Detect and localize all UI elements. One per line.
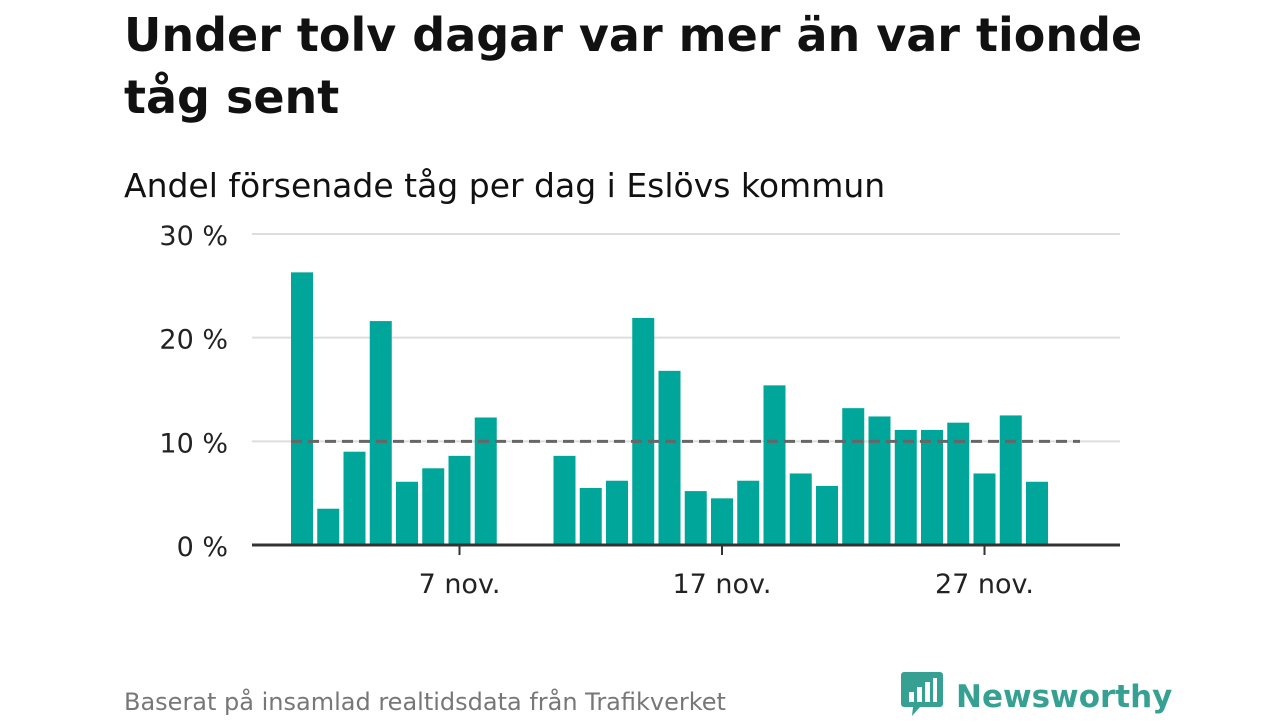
bar xyxy=(291,272,313,545)
bar xyxy=(396,481,418,545)
bar xyxy=(606,480,628,545)
bar xyxy=(579,487,602,545)
x-tick-label: 17 nov. xyxy=(672,569,771,600)
source-note: Baserat på insamlad realtidsdata från Tr… xyxy=(124,688,726,716)
bar xyxy=(973,473,996,545)
bar xyxy=(317,508,340,545)
bar xyxy=(369,321,392,545)
bar xyxy=(868,416,891,545)
bar xyxy=(343,451,366,545)
brand-logo[interactable]: Newsworthy xyxy=(900,670,1172,724)
y-tick-label: 20 % xyxy=(159,325,228,356)
bar xyxy=(684,491,707,545)
bar xyxy=(921,429,943,545)
newsworthy-logo-icon xyxy=(900,670,944,724)
bar xyxy=(947,422,970,545)
chart-title: Under tolv dagar var mer än var tionde t… xyxy=(124,8,1143,124)
bar xyxy=(474,417,497,545)
bars xyxy=(291,272,1048,545)
bar xyxy=(711,498,733,545)
bar xyxy=(448,455,471,545)
y-tick-label: 10 % xyxy=(159,428,228,459)
y-tick-label: 0 % xyxy=(177,532,228,563)
x-tick-label: 27 nov. xyxy=(935,569,1034,600)
bar xyxy=(763,385,786,545)
chart-subtitle: Andel försenade tåg per dag i Eslövs kom… xyxy=(124,166,886,205)
brand-name: Newsworthy xyxy=(956,679,1173,715)
bar xyxy=(999,415,1022,545)
bar xyxy=(789,473,812,545)
bar xyxy=(422,468,445,545)
bar xyxy=(842,408,865,545)
x-axis xyxy=(252,543,1120,555)
bar xyxy=(1026,481,1048,545)
bar xyxy=(658,370,681,545)
x-tick-label: 7 nov. xyxy=(419,569,501,600)
y-axis-tick-labels: 0 % 10 % 20 % 30 % xyxy=(159,221,228,563)
bar xyxy=(894,429,917,545)
bar xyxy=(632,317,655,545)
x-axis-tick-labels: 7 nov. 17 nov. 27 nov. xyxy=(419,569,1034,600)
y-tick-label: 30 % xyxy=(159,221,228,252)
bar xyxy=(553,455,576,545)
bar xyxy=(737,480,760,545)
bar xyxy=(816,485,838,545)
